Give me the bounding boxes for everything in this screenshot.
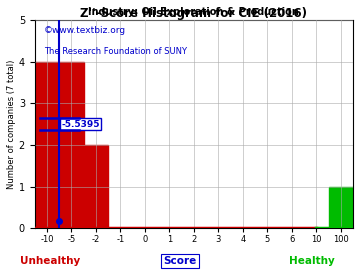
Text: Industry: Oil Exploration & Production: Industry: Oil Exploration & Production <box>89 7 299 17</box>
Title: Z''-Score Histogram for CIE (2016): Z''-Score Histogram for CIE (2016) <box>80 7 307 20</box>
Text: The Research Foundation of SUNY: The Research Foundation of SUNY <box>44 47 187 56</box>
Bar <box>329 187 353 228</box>
Text: Unhealthy: Unhealthy <box>20 256 81 266</box>
Bar <box>35 62 84 228</box>
Text: ©www.textbiz.org: ©www.textbiz.org <box>44 26 126 35</box>
Text: Healthy: Healthy <box>288 256 334 266</box>
Text: -5.5395: -5.5395 <box>62 120 100 129</box>
Y-axis label: Number of companies (7 total): Number of companies (7 total) <box>7 59 16 189</box>
Text: Score: Score <box>163 256 197 266</box>
Bar <box>84 145 108 228</box>
